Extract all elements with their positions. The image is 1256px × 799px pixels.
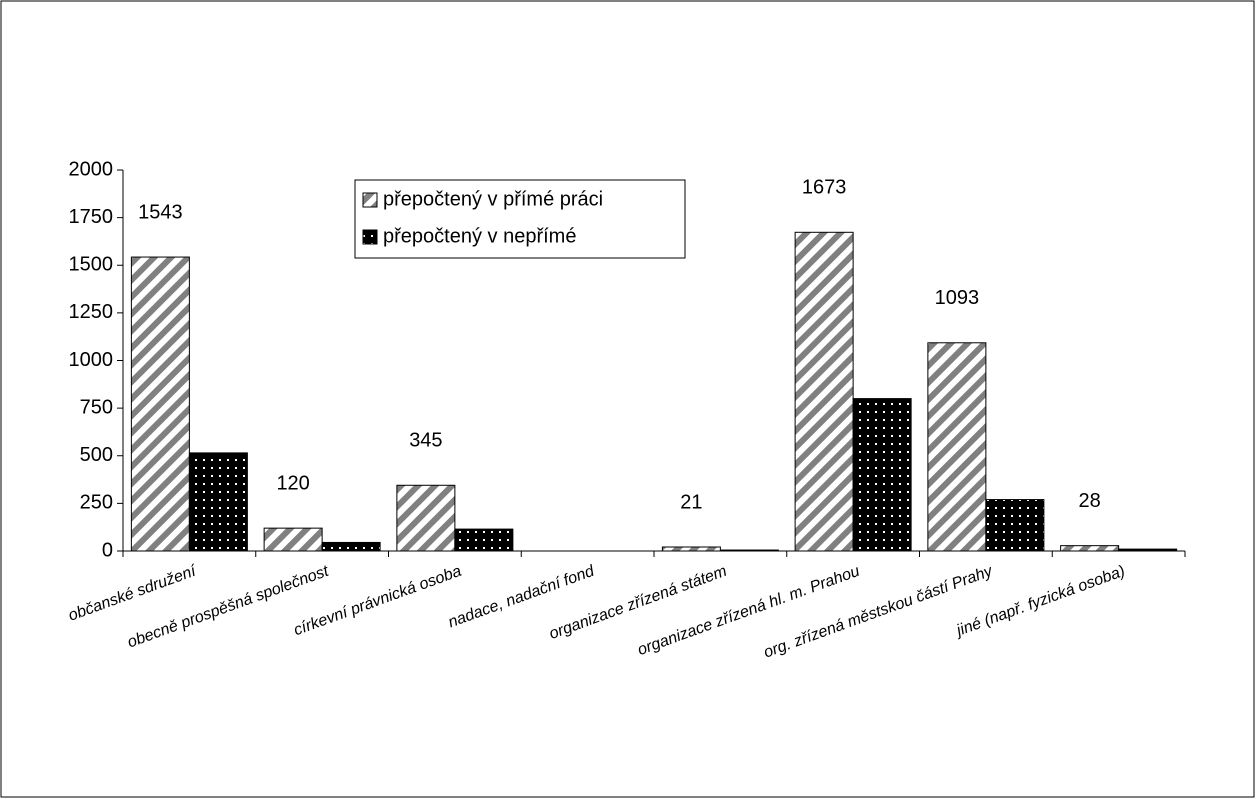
data-label: 21 xyxy=(680,491,702,513)
bar xyxy=(130,256,190,552)
y-tick-label: 1250 xyxy=(69,301,114,323)
bar xyxy=(661,546,721,552)
y-tick-label: 500 xyxy=(80,444,113,466)
legend-label: přepočtený v přímé práci xyxy=(383,188,603,210)
legend-swatch xyxy=(362,229,378,245)
legend-box xyxy=(354,179,686,259)
bar xyxy=(719,549,779,552)
bar xyxy=(1118,548,1178,552)
data-label: 120 xyxy=(276,472,309,494)
y-tick-label: 750 xyxy=(80,396,113,418)
bar xyxy=(794,231,854,552)
bar xyxy=(927,342,987,552)
x-tick-label: organizace zřízená hl. m. Prahou xyxy=(635,563,862,659)
bar xyxy=(852,398,912,552)
bar xyxy=(321,541,381,552)
legend-label: přepočtený v nepřímé xyxy=(383,225,576,247)
x-tick-label: org. zřízená městskou částí Prahy xyxy=(762,562,996,661)
bar xyxy=(1060,545,1120,552)
bar xyxy=(396,484,456,552)
legend-swatch xyxy=(362,192,378,208)
bar xyxy=(454,528,514,552)
y-tick-label: 2000 xyxy=(69,158,114,180)
bar xyxy=(985,499,1045,552)
bar xyxy=(188,452,248,552)
data-label: 28 xyxy=(1079,490,1101,512)
y-tick-label: 1000 xyxy=(69,349,114,371)
y-tick-label: 1750 xyxy=(69,206,114,228)
data-label: 345 xyxy=(409,430,442,452)
bar xyxy=(263,527,323,552)
y-tick-label: 1500 xyxy=(69,254,114,276)
data-label: 1093 xyxy=(935,287,980,309)
y-tick-label: 250 xyxy=(80,492,113,514)
data-label: 1673 xyxy=(802,177,847,199)
y-tick-label: 0 xyxy=(102,539,113,561)
data-label: 1543 xyxy=(138,201,183,223)
